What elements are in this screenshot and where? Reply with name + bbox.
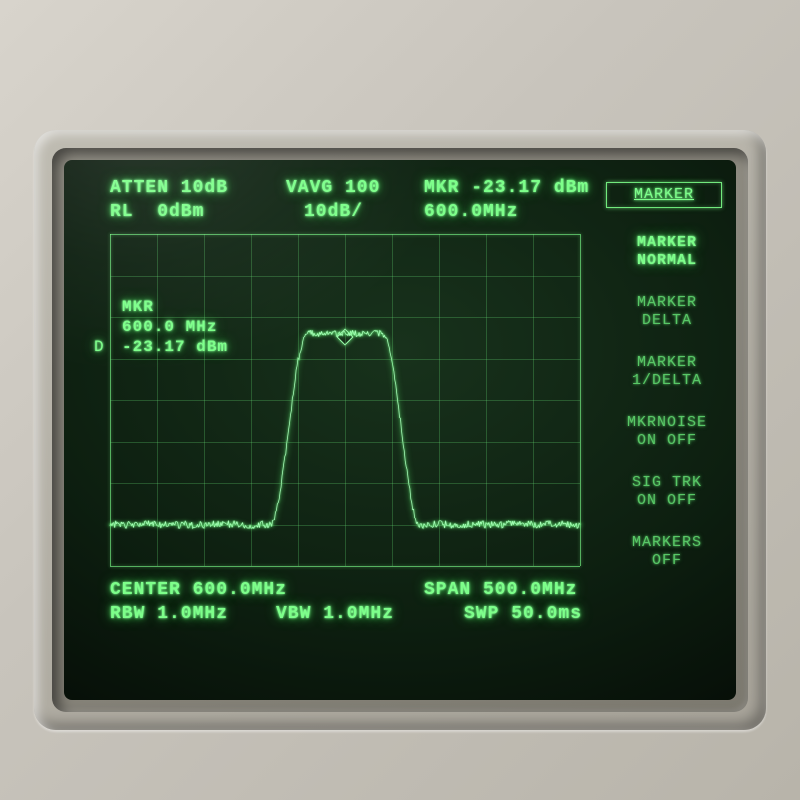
bezel-inner: ATTEN 10dB VAVG 100 MKR -23.17 dBm RL 0d… [52,148,748,712]
instrument-frame: ATTEN 10dB VAVG 100 MKR -23.17 dBm RL 0d… [0,0,800,800]
center-freq-label: CENTER 600.0MHz [110,580,287,600]
softkey-sig-trk[interactable]: SIG TRKON OFF [612,474,722,510]
rbw-label: RBW 1.0MHz [110,604,228,624]
vavg-label: VAVG 100 [286,178,380,198]
vbw-label: VBW 1.0MHz [276,604,394,624]
softkey-marker-1delta[interactable]: MARKER1/DELTA [612,354,722,390]
crt-screen: ATTEN 10dB VAVG 100 MKR -23.17 dBm RL 0d… [64,160,736,700]
ref-level-label: RL 0dBm [110,202,204,222]
softkey-mkrnoise[interactable]: MKRNOISEON OFF [612,414,722,450]
span-label: SPAN 500.0MHz [424,580,577,600]
softkey-title-text: MARKER [634,186,694,203]
softkey-marker-delta[interactable]: MARKERDELTA [612,294,722,330]
atten-label: ATTEN 10dB [110,178,228,198]
softkey-title: MARKER [606,182,722,208]
trace-d-label: D [94,338,104,356]
softkey-marker-normal[interactable]: MARKERNORMAL [612,234,722,270]
spectrum-plot: MKR 600.0 MHz -23.17 dBm [110,234,580,566]
mkr-readout-line1: MKR [122,298,154,316]
softkey-markers-off[interactable]: MARKERSOFF [612,534,722,570]
swp-label: SWP 50.0ms [464,604,582,624]
mkr-freq-top-label: 600.0MHz [424,202,518,222]
mkr-top-label: MKR -23.17 dBm [424,178,589,198]
scale-label: 10dB/ [304,202,363,222]
mkr-readout-line3: -23.17 dBm [122,338,228,356]
bezel-outer: ATTEN 10dB VAVG 100 MKR -23.17 dBm RL 0d… [34,130,766,730]
